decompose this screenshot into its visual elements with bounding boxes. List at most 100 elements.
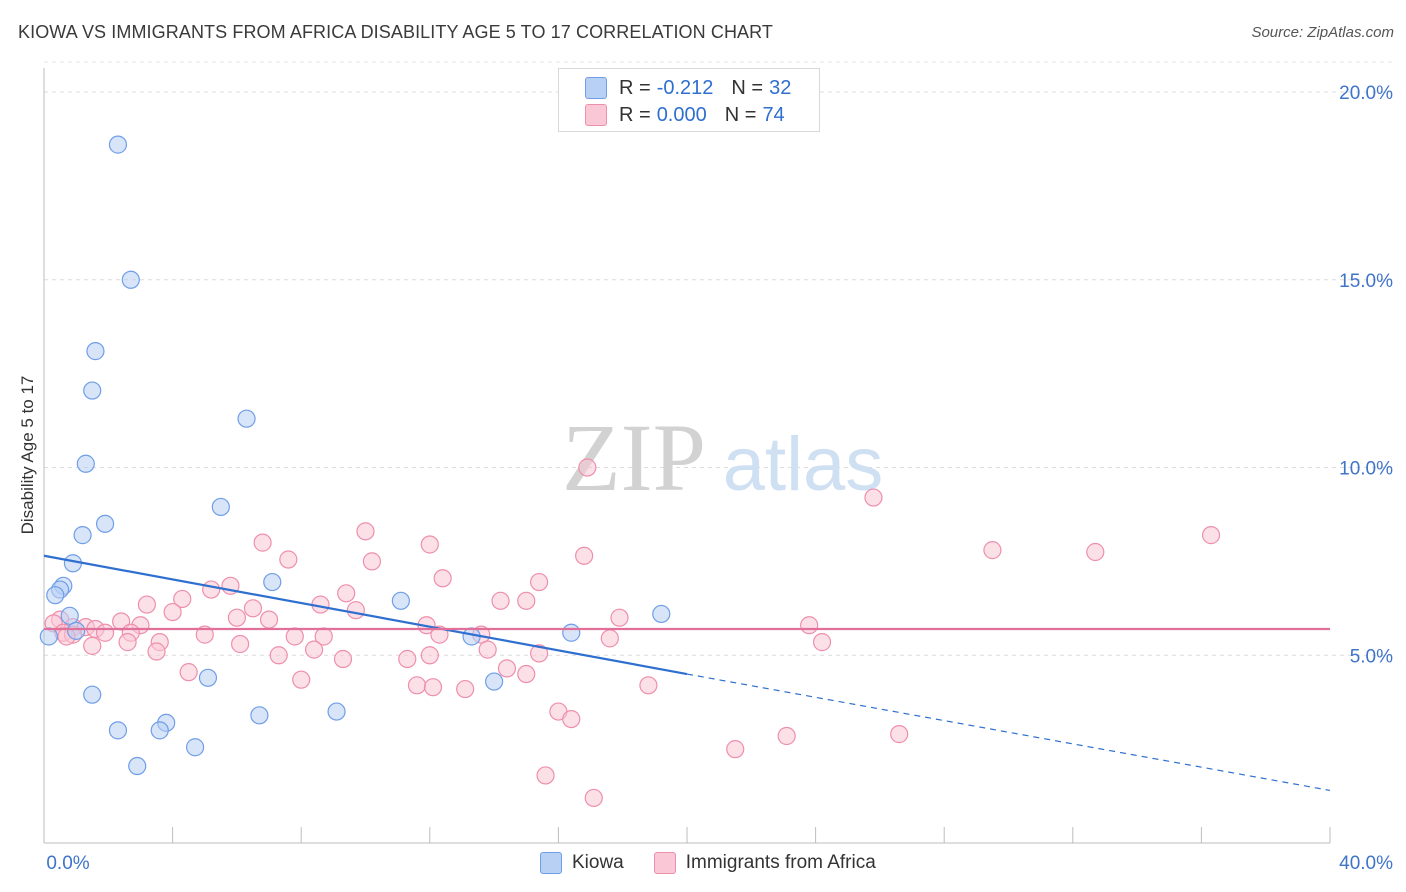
africa-point — [337, 584, 356, 603]
grid-lines — [44, 61, 1392, 656]
africa-point — [163, 602, 182, 622]
africa-point — [356, 522, 375, 541]
africa-legend-label: Immigrants from Africa — [685, 852, 876, 873]
kiowa-point — [76, 454, 95, 473]
kiowa-point — [108, 721, 128, 740]
kiowa-point — [198, 668, 218, 687]
africa-point — [292, 670, 311, 689]
africa-point — [83, 636, 102, 655]
legend-row-kiowa: R = -0.212 N = 32 — [585, 75, 791, 101]
kiowa-point — [237, 409, 256, 428]
africa-point — [478, 640, 497, 659]
africa-point — [530, 644, 549, 663]
africa-point — [173, 589, 192, 609]
africa-point — [423, 678, 443, 697]
kiowa-point — [652, 604, 671, 624]
africa-point — [575, 546, 594, 565]
africa-point — [983, 541, 1002, 560]
africa-point — [285, 627, 304, 646]
kiowa-point — [39, 627, 58, 646]
series-kiowa-points — [39, 135, 671, 776]
watermark-zip: ZIP — [562, 404, 706, 511]
x-tick-label: 40.0% — [1339, 853, 1393, 874]
africa-point — [362, 552, 382, 571]
africa-point — [407, 676, 427, 695]
kiowa-n-value: 32 — [769, 76, 792, 99]
r-label: R = — [619, 76, 651, 99]
africa-point — [420, 535, 439, 554]
correlation-legend: R = -0.212 N = 32 R = 0.000 N = 74 — [558, 68, 820, 132]
kiowa-point — [67, 621, 86, 640]
africa-n-value: 74 — [762, 103, 785, 126]
africa-point — [777, 726, 796, 746]
kiowa-point — [86, 342, 105, 361]
y-tick-label: 20.0% — [1339, 83, 1393, 104]
kiowa-point — [391, 591, 410, 610]
kiowa-point — [95, 514, 115, 533]
africa-legend-swatch — [653, 852, 676, 874]
africa-point — [333, 649, 353, 669]
africa-point — [231, 634, 250, 654]
africa-point — [536, 766, 555, 785]
x-tick-label: 0.0% — [46, 853, 89, 874]
kiowa-point — [46, 586, 65, 605]
kiowa-legend-label: Kiowa — [572, 852, 624, 873]
africa-point — [726, 740, 745, 759]
africa-point — [243, 599, 263, 618]
africa-point — [562, 709, 581, 729]
legend-item-kiowa: Kiowa — [540, 852, 624, 874]
legend-row-africa: R = 0.000 N = 74 — [585, 102, 785, 128]
africa-point — [517, 664, 536, 684]
africa-point — [227, 608, 246, 627]
africa-point — [137, 595, 156, 614]
africa-point — [118, 633, 137, 652]
series-legend: Kiowa Immigrants from Africa — [540, 852, 906, 874]
africa-r-value: 0.000 — [656, 103, 707, 126]
africa-point — [95, 623, 115, 642]
kiowa-point — [83, 381, 102, 400]
africa-point — [1086, 542, 1105, 562]
africa-point — [864, 488, 883, 507]
africa-point — [491, 591, 510, 610]
kiowa-point — [108, 135, 128, 154]
africa-point — [202, 580, 221, 599]
trend-lines — [43, 554, 1331, 792]
kiowa-point — [485, 672, 504, 691]
chart-title: KIOWA VS IMMIGRANTS FROM AFRICA DISABILI… — [18, 22, 774, 42]
kiowa-trend-extension — [686, 673, 1331, 792]
africa-point — [398, 649, 417, 669]
africa-point — [269, 646, 288, 665]
africa-point — [517, 591, 536, 610]
africa-point — [253, 533, 272, 552]
y-tick-label: 5.0% — [1350, 646, 1393, 667]
africa-point — [259, 610, 279, 629]
africa-point — [456, 679, 475, 699]
africa-point — [610, 608, 629, 627]
kiowa-point — [186, 738, 205, 757]
africa-swatch — [585, 104, 607, 126]
kiowa-point — [128, 756, 147, 776]
africa-point — [147, 642, 166, 661]
africa-point — [304, 640, 324, 659]
series-africa-points — [44, 458, 1221, 808]
africa-point — [179, 663, 198, 682]
source-credit: Source: ZipAtlas.com — [1251, 24, 1394, 41]
kiowa-point — [211, 497, 230, 517]
kiowa-point — [73, 526, 92, 545]
kiowa-point — [562, 623, 581, 642]
kiowa-point — [121, 270, 140, 289]
n-label: N = — [724, 103, 757, 126]
y-tick-label: 15.0% — [1339, 271, 1393, 292]
kiowa-point — [263, 572, 282, 592]
africa-point — [639, 676, 658, 695]
africa-point — [578, 458, 597, 477]
legend-item-africa: Immigrants from Africa — [653, 852, 876, 874]
kiowa-swatch — [585, 77, 607, 99]
kiowa-point — [60, 606, 79, 625]
tick-labels: 5.0% 10.0% 15.0% 20.0% 0.0% 40.0% — [46, 83, 1393, 874]
watermark-atlas: atlas — [723, 422, 884, 507]
axes — [43, 68, 1331, 844]
kiowa-point — [250, 706, 269, 725]
kiowa-point — [150, 721, 169, 740]
